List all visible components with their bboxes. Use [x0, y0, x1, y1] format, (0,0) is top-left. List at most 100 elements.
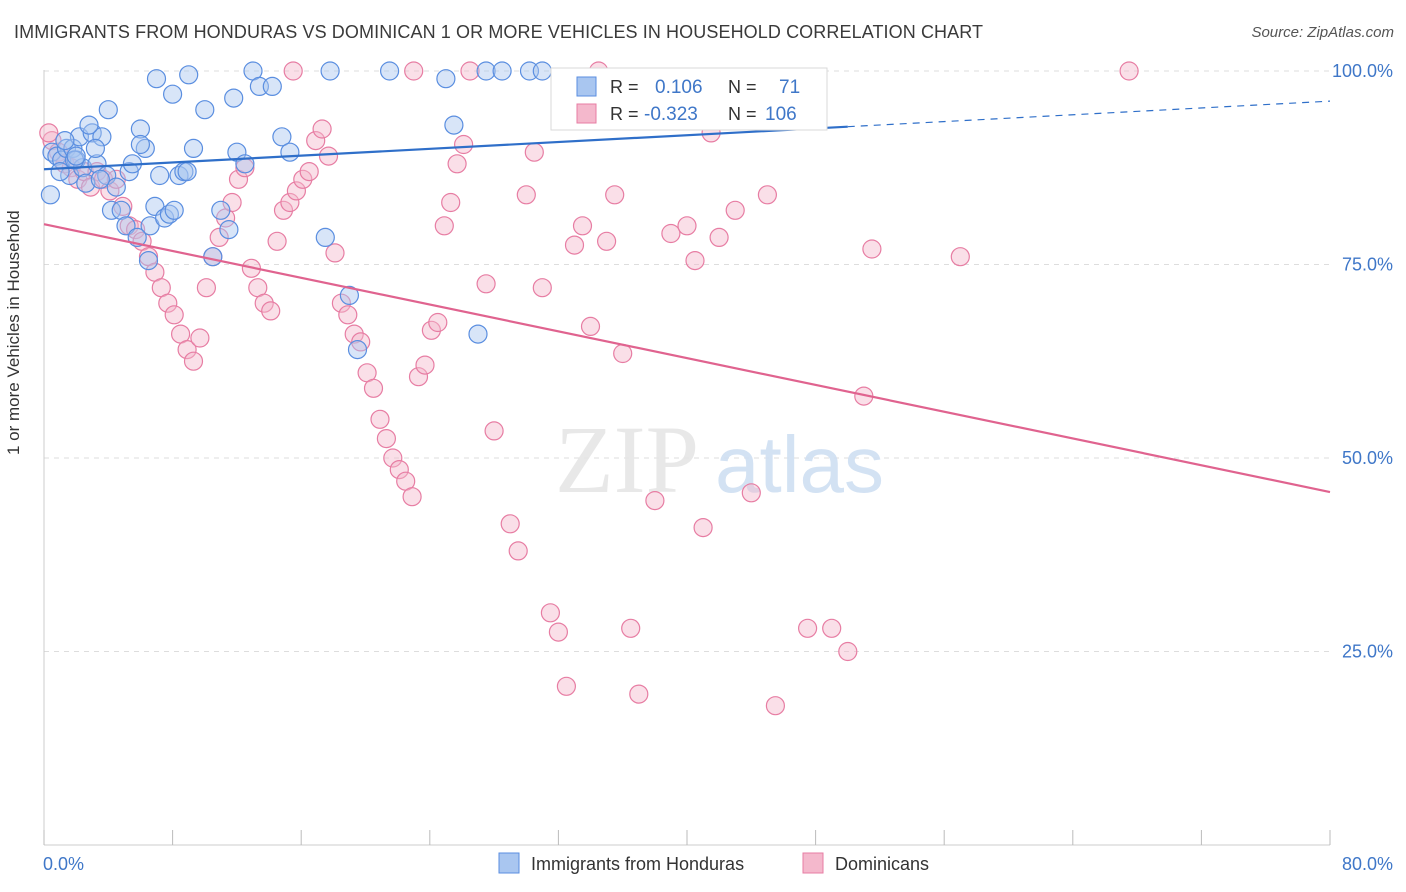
dominicans-point[interactable] [524, 142, 544, 162]
honduras-point[interactable] [150, 165, 170, 186]
dominicans-point[interactable] [126, 220, 146, 240]
dominicans-point[interactable] [548, 622, 569, 642]
honduras-point[interactable] [183, 138, 204, 158]
dominicans-point[interactable] [415, 355, 435, 375]
honduras-point[interactable] [163, 84, 183, 104]
dominicans-point[interactable] [508, 541, 528, 561]
honduras-point[interactable] [90, 169, 110, 189]
dominicans-point[interactable] [447, 154, 467, 174]
honduras-point[interactable] [138, 251, 159, 271]
dominicans-point[interactable] [797, 618, 818, 638]
dominicans-point[interactable] [338, 305, 358, 325]
dominicans-point[interactable] [596, 231, 617, 251]
dominicans-point[interactable] [404, 61, 424, 81]
dominicans-point[interactable] [158, 293, 178, 313]
honduras-point[interactable] [98, 100, 118, 120]
dominicans-point[interactable] [661, 223, 681, 244]
dominicans-point[interactable] [286, 181, 306, 201]
dominicans-point[interactable] [164, 305, 184, 325]
honduras-point[interactable] [227, 142, 247, 162]
honduras-point[interactable] [101, 200, 122, 220]
legend-swatch-dominicans[interactable] [802, 852, 824, 874]
dominicans-point[interactable] [183, 351, 204, 371]
dominicans-point[interactable] [293, 169, 313, 189]
dominicans-point[interactable] [454, 134, 474, 155]
dominicans-point[interactable] [383, 448, 403, 468]
dominicans-point[interactable] [261, 301, 281, 321]
dominicans-point[interactable] [428, 312, 448, 333]
dominicans-point[interactable] [677, 216, 697, 236]
honduras-point[interactable] [444, 115, 464, 135]
dominicans-point[interactable] [389, 460, 409, 480]
honduras-point[interactable] [66, 146, 86, 166]
dominicans-point[interactable] [376, 429, 396, 449]
dominicans-point[interactable] [267, 231, 287, 251]
honduras-point[interactable] [177, 162, 197, 182]
honduras-point[interactable] [195, 100, 215, 120]
dominicans-point[interactable] [605, 185, 625, 205]
dominicans-point[interactable] [572, 216, 593, 236]
honduras-point[interactable] [76, 173, 96, 193]
honduras-point[interactable] [211, 200, 231, 220]
dominicans-point[interactable] [476, 274, 496, 294]
dominicans-point[interactable] [629, 684, 649, 704]
honduras-point[interactable] [179, 65, 199, 85]
honduras-point[interactable] [315, 227, 335, 247]
dominicans-point[interactable] [280, 192, 300, 213]
dominicans-point[interactable] [370, 409, 390, 429]
dominicans-point[interactable] [741, 483, 761, 503]
dominicans-point[interactable] [254, 293, 274, 313]
dominicans-point[interactable] [460, 61, 480, 81]
honduras-point[interactable] [476, 61, 496, 81]
dominicans-point[interactable] [757, 185, 778, 205]
dominicans-point[interactable] [950, 247, 970, 267]
dominicans-point[interactable] [693, 517, 713, 538]
honduras-point[interactable] [106, 177, 126, 197]
honduras-point[interactable] [320, 61, 340, 81]
honduras-point[interactable] [280, 142, 300, 162]
dominicans-point[interactable] [318, 146, 339, 166]
dominicans-point[interactable] [39, 123, 59, 143]
legend-swatch-honduras[interactable] [498, 852, 520, 874]
dominicans-point[interactable] [299, 162, 319, 182]
dominicans-point[interactable] [709, 227, 729, 247]
honduras-point[interactable] [272, 127, 292, 147]
honduras-point[interactable] [468, 324, 488, 344]
honduras-point[interactable] [262, 76, 282, 97]
dominicans-point[interactable] [273, 200, 294, 220]
honduras-point[interactable] [380, 61, 400, 81]
dominicans-point[interactable] [402, 487, 422, 507]
dominicans-point[interactable] [421, 320, 441, 340]
dominicans-point[interactable] [325, 243, 345, 263]
honduras-point[interactable] [339, 285, 359, 305]
dominicans-point[interactable] [516, 185, 536, 205]
honduras-point[interactable] [116, 216, 136, 236]
dominicans-point[interactable] [177, 340, 197, 360]
dominicans-point[interactable] [209, 227, 229, 247]
dominicans-point[interactable] [580, 316, 601, 336]
honduras-point[interactable] [79, 115, 99, 135]
dominicans-point[interactable] [344, 324, 364, 344]
dominicans-point[interactable] [331, 293, 351, 313]
dominicans-point[interactable] [351, 332, 371, 352]
dominicans-point[interactable] [441, 192, 461, 213]
dominicans-point[interactable] [725, 200, 745, 220]
dominicans-point[interactable] [613, 343, 633, 364]
dominicans-point[interactable] [645, 491, 665, 511]
dominicans-point[interactable] [765, 696, 786, 716]
dominicans-point[interactable] [190, 328, 210, 348]
dominicans-point[interactable] [408, 367, 429, 387]
honduras-point[interactable] [224, 88, 244, 108]
honduras-point[interactable] [111, 200, 131, 220]
dominicans-point[interactable] [500, 514, 520, 534]
dominicans-point[interactable] [1119, 61, 1139, 81]
dominicans-point[interactable] [306, 131, 326, 151]
dominicans-point[interactable] [196, 278, 216, 298]
honduras-point[interactable] [40, 185, 61, 205]
honduras-point[interactable] [130, 119, 150, 139]
honduras-point[interactable] [347, 340, 368, 360]
dominicans-point[interactable] [540, 603, 561, 623]
dominicans-point[interactable] [484, 421, 504, 441]
dominicans-point[interactable] [862, 239, 882, 259]
dominicans-point[interactable] [312, 119, 332, 139]
